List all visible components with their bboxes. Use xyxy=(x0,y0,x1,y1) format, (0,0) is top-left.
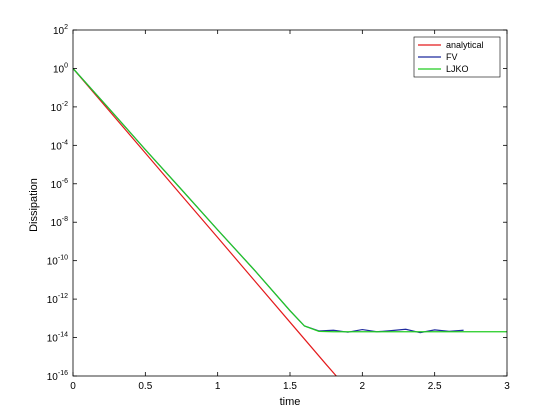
legend-label-analytical: analytical xyxy=(446,40,484,50)
x-tick-label: 2 xyxy=(360,381,366,392)
y-tick-label: 10-12 xyxy=(47,293,68,306)
y-tick-label: 10-2 xyxy=(51,101,68,114)
x-tick-label: 1 xyxy=(215,381,221,392)
legend-label-ljko: LJKO xyxy=(446,64,469,74)
y-tick-label: 10-8 xyxy=(51,216,68,229)
series-group xyxy=(73,68,507,376)
series-line-ljko xyxy=(73,68,507,333)
x-axis-label: time xyxy=(280,396,301,408)
axes: 0 0.5 1 1.5 2 2.5 3 102 100 10-2 10-4 10-6 10-8 10-10… xyxy=(47,24,510,392)
y-axis-label: Dissipation xyxy=(28,178,40,232)
x-tick-label: 1.5 xyxy=(283,381,297,392)
x-tick-label: 3 xyxy=(504,381,510,392)
plot-area xyxy=(73,68,507,376)
y-tick-label: 10-4 xyxy=(51,139,68,152)
legend: analytical FV LJKO xyxy=(413,36,501,78)
legend-label-fv: FV xyxy=(446,52,458,62)
x-tick-label: 0 xyxy=(70,381,76,392)
y-tick-label: 100 xyxy=(53,62,68,75)
y-tick-label: 10-16 xyxy=(47,370,68,383)
x-tick-label: 0.5 xyxy=(138,381,152,392)
y-tick-label: 102 xyxy=(53,24,68,37)
y-tick-label: 10-14 xyxy=(47,332,68,345)
x-tick-label: 2.5 xyxy=(428,381,442,392)
series-line-analytical xyxy=(73,68,337,376)
y-tick-label: 10-6 xyxy=(51,178,68,191)
y-tick-label: 10-10 xyxy=(47,255,68,268)
